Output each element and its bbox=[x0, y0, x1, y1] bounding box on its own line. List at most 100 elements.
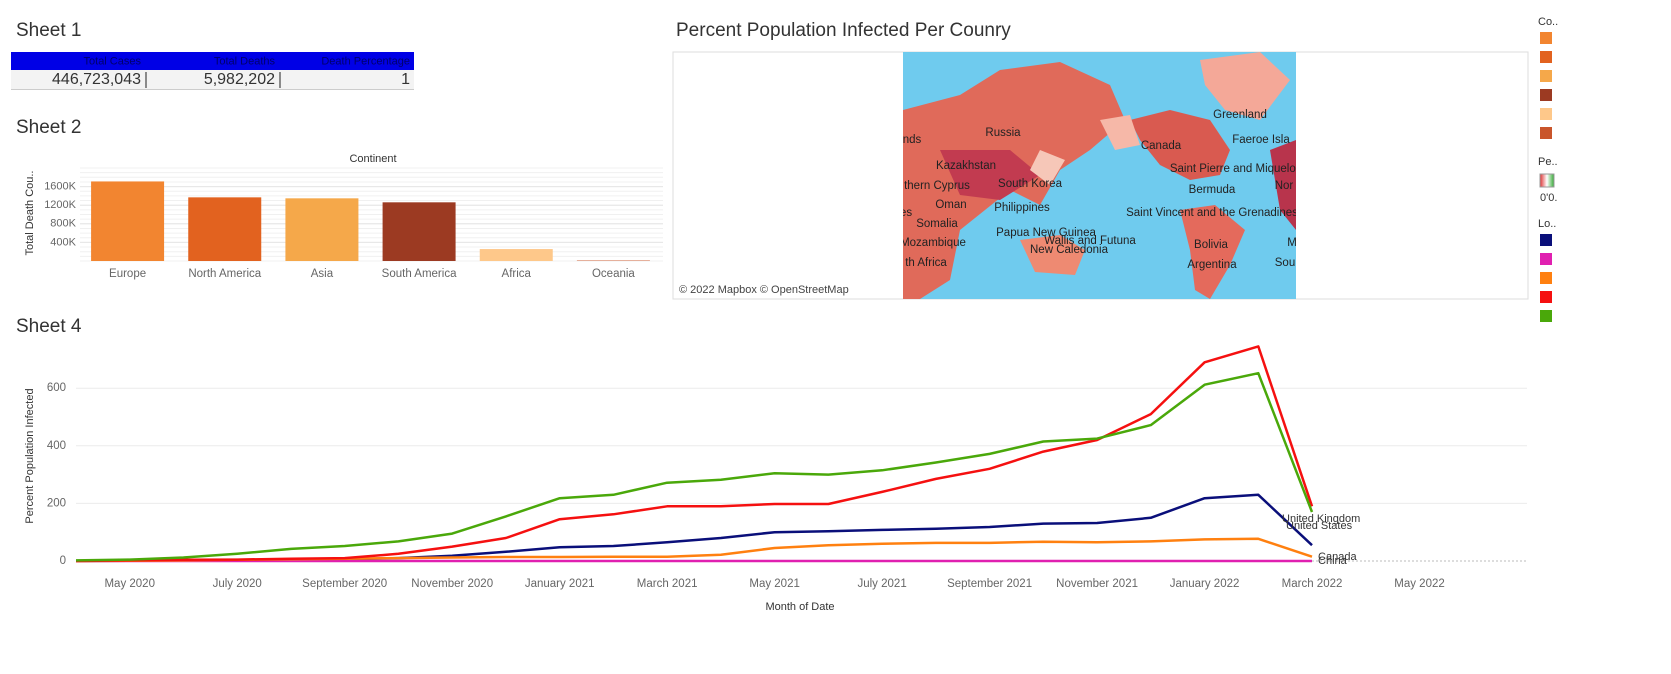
map-label: thern Cyprus bbox=[904, 180, 970, 192]
legend-swatch bbox=[1540, 108, 1552, 120]
y-tick-label: 1200K bbox=[44, 199, 76, 211]
y-tick-label: 600 bbox=[47, 382, 66, 394]
table-cell: 1 bbox=[401, 71, 410, 88]
legend-title: Lo.. bbox=[1538, 218, 1556, 230]
x-tick-label: January 2021 bbox=[525, 578, 595, 590]
table-header: Total Cases bbox=[84, 55, 142, 67]
map-label: Saint Pierre and Miquelon bbox=[1170, 163, 1302, 175]
y-tick-label: 400 bbox=[47, 440, 66, 452]
x-tick-label: July 2021 bbox=[857, 578, 906, 590]
y-tick-label: 1600K bbox=[44, 181, 76, 193]
map-label: Bermuda bbox=[1189, 184, 1236, 196]
column-header: Continent bbox=[349, 153, 396, 165]
table-cell: 5,982,202 bbox=[204, 71, 275, 88]
map-label: Argentina bbox=[1187, 259, 1237, 271]
map-label: es bbox=[900, 207, 912, 219]
land-china bbox=[1030, 150, 1065, 185]
legend-swatch bbox=[1540, 89, 1552, 101]
legend-swatch bbox=[1540, 291, 1552, 303]
land-australia bbox=[1020, 235, 1085, 275]
y-axis-title: Total Death Cou.. bbox=[24, 171, 36, 256]
map-label: Russia bbox=[985, 127, 1021, 139]
x-tick-label: July 2020 bbox=[213, 578, 262, 590]
map-label: Somalia bbox=[916, 218, 958, 230]
land-asia bbox=[940, 150, 1040, 200]
series-line bbox=[76, 537, 1313, 563]
map-label: New Caledonia bbox=[1030, 244, 1109, 256]
bar bbox=[479, 249, 553, 261]
y-tick-label: 0 bbox=[60, 555, 66, 567]
bar bbox=[188, 197, 262, 261]
x-axis-title: Month of Date bbox=[765, 601, 834, 613]
map-label: th Africa bbox=[905, 257, 947, 269]
map-label: Papua New Guinea bbox=[996, 227, 1096, 239]
x-tick-label: May 2021 bbox=[749, 578, 800, 590]
map-label: Bolivia bbox=[1194, 239, 1228, 251]
map-attribution: © 2022 Mapbox © OpenStreetMap bbox=[679, 284, 849, 296]
table-header: Total Deaths bbox=[214, 55, 276, 67]
series-line bbox=[76, 371, 1314, 562]
bar bbox=[382, 202, 456, 261]
legend-swatch bbox=[1540, 127, 1552, 139]
series-line bbox=[76, 345, 1314, 563]
legend-swatch bbox=[1540, 253, 1552, 265]
land-alaska bbox=[1100, 115, 1140, 150]
lines bbox=[76, 345, 1314, 563]
map-label: Canada bbox=[1141, 140, 1182, 152]
map bbox=[903, 52, 1296, 299]
x-tick-label: Oceania bbox=[592, 268, 635, 280]
map-label: Nor bbox=[1275, 180, 1294, 192]
map-label: South Korea bbox=[998, 178, 1063, 190]
legend-note: 0'0. bbox=[1540, 192, 1557, 204]
map-label: Philippines bbox=[994, 202, 1050, 214]
legend-gradient bbox=[1539, 173, 1555, 188]
y-tick-label: 200 bbox=[47, 497, 66, 509]
table-header-bg bbox=[11, 52, 414, 70]
y-tick-label: 800K bbox=[50, 218, 76, 230]
legend-swatch bbox=[1540, 272, 1552, 284]
map-label: M bbox=[1287, 237, 1297, 249]
x-tick-label: March 2021 bbox=[637, 578, 698, 590]
land-europe bbox=[1270, 140, 1296, 230]
y-tick-label: 400K bbox=[50, 236, 76, 248]
x-tick-label: March 2022 bbox=[1282, 578, 1343, 590]
y-axis-title: Percent Population Infected bbox=[24, 388, 36, 523]
map-label: nds bbox=[903, 134, 922, 146]
sheet-title: Sheet 2 bbox=[16, 117, 82, 138]
x-tick-label: May 2022 bbox=[1394, 578, 1445, 590]
x-tick-label: November 2021 bbox=[1056, 578, 1138, 590]
legend-swatch bbox=[1540, 234, 1552, 246]
series-end-label: China bbox=[1318, 555, 1348, 567]
x-tick-label: Europe bbox=[109, 268, 146, 280]
legend-swatch bbox=[1540, 310, 1552, 322]
sheet-title: Sheet 1 bbox=[16, 20, 82, 41]
x-tick-label: November 2020 bbox=[411, 578, 493, 590]
bar bbox=[91, 181, 165, 261]
x-tick-label: September 2020 bbox=[302, 578, 387, 590]
series-end-label: United Kingdom bbox=[1282, 513, 1360, 525]
x-tick-label: Asia bbox=[311, 268, 334, 280]
map-label: Faeroe Isla bbox=[1232, 134, 1290, 146]
x-tick-label: North America bbox=[188, 268, 261, 280]
legend-title: Co.. bbox=[1538, 16, 1558, 28]
map-label: Oman bbox=[935, 199, 966, 211]
map-label: Saint Vincent and the Grenadines bbox=[1126, 207, 1298, 219]
sheet-title: Sheet 4 bbox=[16, 316, 82, 337]
map-label: Mozambique bbox=[900, 237, 966, 249]
table-row-bg bbox=[11, 70, 414, 89]
legend-swatch bbox=[1540, 32, 1552, 44]
legend-swatch bbox=[1540, 70, 1552, 82]
series-end-label: Canada bbox=[1318, 551, 1357, 563]
map-label: Kazakhstan bbox=[936, 160, 996, 172]
map-label: Wallis and Futuna bbox=[1044, 235, 1136, 247]
map-title: Percent Population Infected Per Counry bbox=[676, 20, 1011, 41]
table-header: Death Percentage bbox=[321, 55, 410, 67]
bar bbox=[285, 198, 359, 261]
map-label: Greenland bbox=[1213, 109, 1267, 121]
x-tick-label: September 2021 bbox=[947, 578, 1032, 590]
x-tick-label: Africa bbox=[502, 268, 532, 280]
land-greenland bbox=[1200, 52, 1290, 120]
legend-swatch bbox=[1540, 51, 1552, 63]
